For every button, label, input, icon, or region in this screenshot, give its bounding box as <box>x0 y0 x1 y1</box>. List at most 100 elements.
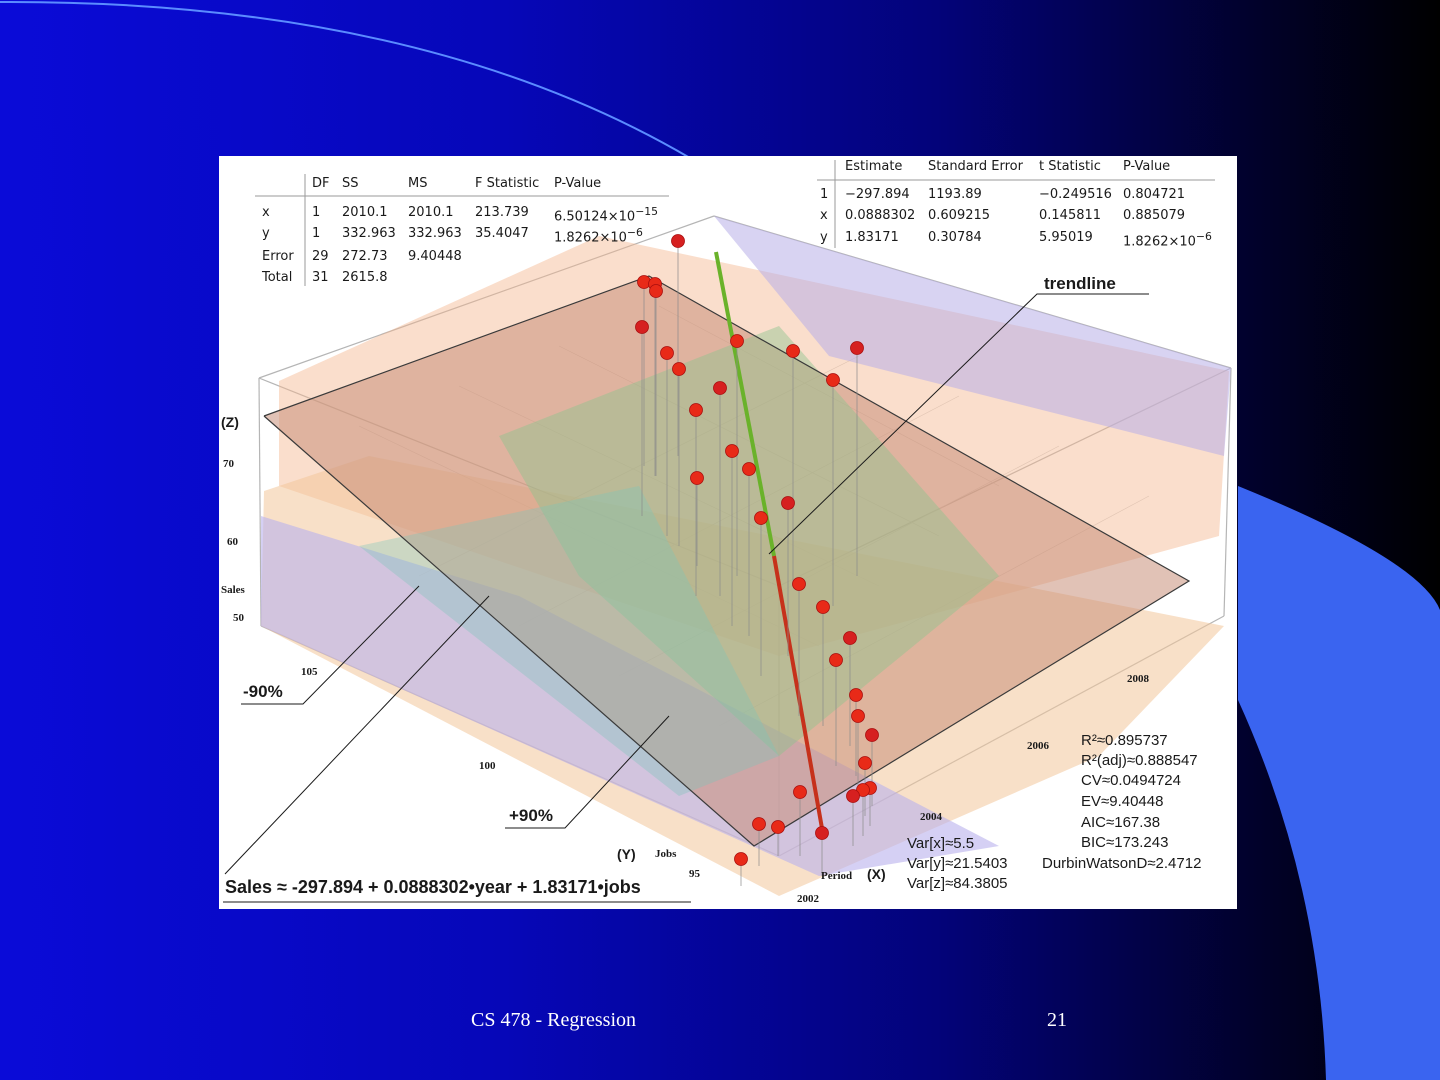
top-arc-line <box>0 0 691 159</box>
param-cell: 0.145811 <box>1039 208 1102 223</box>
data-point <box>865 728 879 742</box>
param-cell: 0.0888302 <box>845 208 916 223</box>
box-edge <box>258 215 715 379</box>
param-cell: 1193.89 <box>928 187 982 202</box>
x-tick: 2002 <box>797 893 819 905</box>
param-cell: 0.609215 <box>928 208 991 223</box>
anova-cell: 9.40448 <box>408 249 462 264</box>
data-point <box>849 688 863 702</box>
anova-cell: 272.73 <box>342 249 388 264</box>
regression-plane <box>264 276 1189 846</box>
stat-r2: R²≈0.895737 <box>1081 732 1168 749</box>
anova-header: P-Value <box>554 176 602 191</box>
anova-cell: 332.963 <box>408 226 462 241</box>
data-point <box>649 284 663 298</box>
param-cell: 0.804721 <box>1123 187 1186 202</box>
regression-plane-teal <box>359 486 779 796</box>
regression-figure: DF SS MS F Statistic P-Value x 1 2010.1 … <box>219 156 1237 909</box>
anova-cell: 35.4047 <box>475 226 529 241</box>
footer-title: CS 478 - Regression <box>471 1009 636 1031</box>
stat-durbin-watson: DurbinWatsonD≈2.4712 <box>1042 855 1202 872</box>
y-tick: 105 <box>301 666 318 678</box>
anova-header: SS <box>342 176 359 191</box>
param-cell: −0.249516 <box>1039 187 1112 202</box>
data-point <box>725 444 739 458</box>
param-header: Standard Error <box>928 159 1023 174</box>
data-point <box>671 234 685 248</box>
anova-cell: 2010.1 <box>342 205 388 220</box>
data-point <box>754 511 768 525</box>
x-tick: 2004 <box>920 811 942 823</box>
data-point <box>660 346 674 360</box>
stat-cv: CV≈0.0494724 <box>1081 772 1181 789</box>
data-point <box>689 403 703 417</box>
minus90-label: -90% <box>243 682 283 701</box>
data-point <box>781 496 795 510</box>
trendline-red <box>772 555 825 835</box>
data-point <box>734 852 748 866</box>
trendline-green <box>714 251 776 557</box>
anova-cell: 2010.1 <box>408 205 454 220</box>
param-cell: 0.30784 <box>928 230 982 245</box>
y-tick: 95 <box>689 868 700 880</box>
anova-cell: 213.739 <box>475 205 529 220</box>
data-point <box>846 789 860 803</box>
anova-row-label: Total <box>262 270 293 285</box>
box-edge <box>258 377 262 627</box>
param-row-label: x <box>820 208 828 223</box>
data-point <box>672 362 686 376</box>
param-row-label: 1 <box>820 187 829 202</box>
data-point <box>730 334 744 348</box>
anova-row-label: x <box>262 205 270 220</box>
y-axis-label: (Y) <box>617 846 636 862</box>
plane-outline <box>263 275 1191 847</box>
data-point <box>690 471 704 485</box>
anova-cell: 1.8262×10−6 <box>554 226 643 246</box>
data-point <box>793 785 807 799</box>
anova-cell: 1 <box>312 226 321 241</box>
plus90-label: +90% <box>509 806 553 825</box>
z-axis-label: (Z) <box>221 414 239 430</box>
stat-r2-adj: R²(adj)≈0.888547 <box>1081 752 1198 769</box>
variance-y: Var[y]≈21.5403 <box>907 855 1008 872</box>
anova-header: DF <box>312 176 330 191</box>
x-axis-label: (X) <box>867 866 886 882</box>
regression-3d-plot <box>223 160 1232 903</box>
anova-cell: 31 <box>312 270 329 285</box>
param-header: Estimate <box>845 159 903 174</box>
param-cell: −297.894 <box>845 187 910 202</box>
param-cell: 0.885079 <box>1123 208 1186 223</box>
data-point <box>816 600 830 614</box>
box-edge <box>1223 367 1232 617</box>
upper-purple-sheet <box>714 216 1231 456</box>
data-point <box>851 709 865 723</box>
z-tick: 50 <box>233 612 244 624</box>
data-point <box>742 462 756 476</box>
anova-cell: 6.50124×10−15 <box>554 205 659 225</box>
data-point <box>858 756 872 770</box>
equation-pointer <box>224 595 490 875</box>
stat-aic: AIC≈167.38 <box>1081 814 1161 831</box>
y-tick: 100 <box>479 760 496 772</box>
param-row-label: y <box>820 230 828 245</box>
variance-x: Var[x]≈5.5 <box>907 835 975 852</box>
z-tick: 70 <box>223 458 234 470</box>
stat-ev: EV≈9.40448 <box>1081 793 1164 810</box>
param-cell: 1.83171 <box>845 230 899 245</box>
data-point <box>635 320 649 334</box>
anova-header: MS <box>408 176 428 191</box>
data-point <box>713 381 727 395</box>
data-point <box>829 653 843 667</box>
anova-cell: 29 <box>312 249 329 264</box>
slide-number: 21 <box>1047 1009 1067 1031</box>
data-point <box>792 577 806 591</box>
x-tick: 2008 <box>1127 673 1149 685</box>
anova-cell: 2615.8 <box>342 270 388 285</box>
anova-row-label: Error <box>262 249 294 264</box>
param-header: t Statistic <box>1039 159 1101 174</box>
trendline-label: trendline <box>1044 274 1116 293</box>
param-cell: 1.8262×10−6 <box>1123 230 1212 250</box>
data-point <box>850 341 864 355</box>
y-axis-name: Jobs <box>655 848 677 860</box>
